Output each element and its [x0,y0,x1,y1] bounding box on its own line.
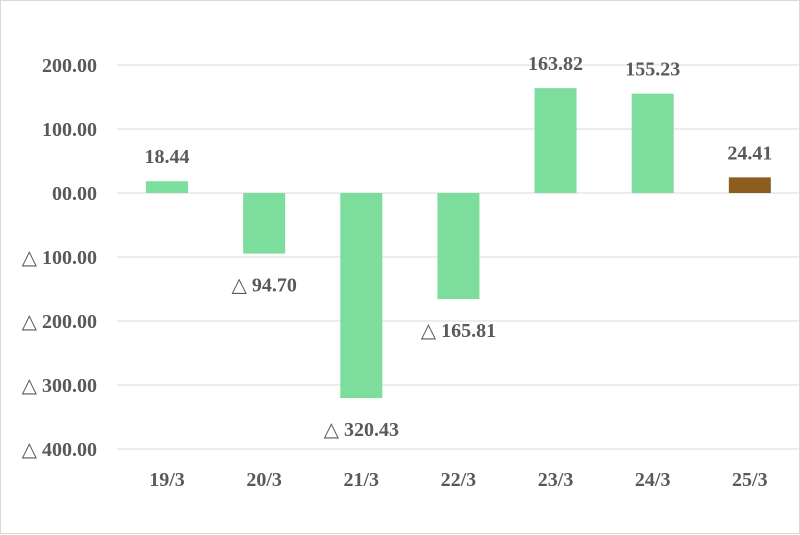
bar [243,193,286,254]
data-label: 155.23 [625,59,680,81]
x-tick-label: 19/3 [149,469,185,491]
x-tick-label: 21/3 [343,469,379,491]
x-tick-label: 25/3 [732,469,768,491]
data-label: △ 94.70 [231,275,296,297]
data-label: △ 165.81 [421,320,496,342]
y-tick-label: 00.00 [52,183,97,205]
bar [437,193,480,300]
x-tick-label: 20/3 [246,469,282,491]
y-tick-label: △ 100.00 [22,247,97,269]
y-tick-label: △ 300.00 [22,375,97,397]
y-tick-label: △ 400.00 [22,439,97,461]
y-tick-label: 100.00 [42,119,97,141]
bar [340,193,383,399]
data-label: 18.44 [145,146,190,168]
data-label: 163.82 [528,53,583,75]
y-tick-label: △ 200.00 [22,311,97,333]
x-tick-label: 22/3 [441,469,477,491]
bar [631,93,674,193]
bar [728,177,771,193]
data-label: △ 320.43 [324,419,399,441]
data-label: 24.41 [727,142,772,164]
bar [534,88,577,193]
y-tick-label: 200.00 [42,55,97,77]
x-tick-label: 23/3 [538,469,574,491]
x-tick-label: 24/3 [635,469,671,491]
bar [146,181,188,193]
